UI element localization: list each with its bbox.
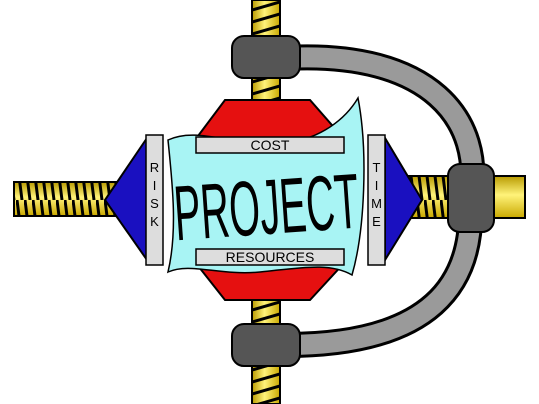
- diagram-canvas: COST RESOURCES PROJECT: [0, 0, 539, 404]
- time-label: TIME: [368, 160, 385, 232]
- project-diagram: COST RESOURCES PROJECT RISK TIME: [0, 0, 539, 404]
- project-title: PROJECT: [171, 157, 362, 258]
- left-wedge: [105, 138, 147, 260]
- right-wedge: [385, 138, 422, 260]
- cost-label: COST: [251, 137, 290, 153]
- risk-label: RISK: [146, 160, 163, 232]
